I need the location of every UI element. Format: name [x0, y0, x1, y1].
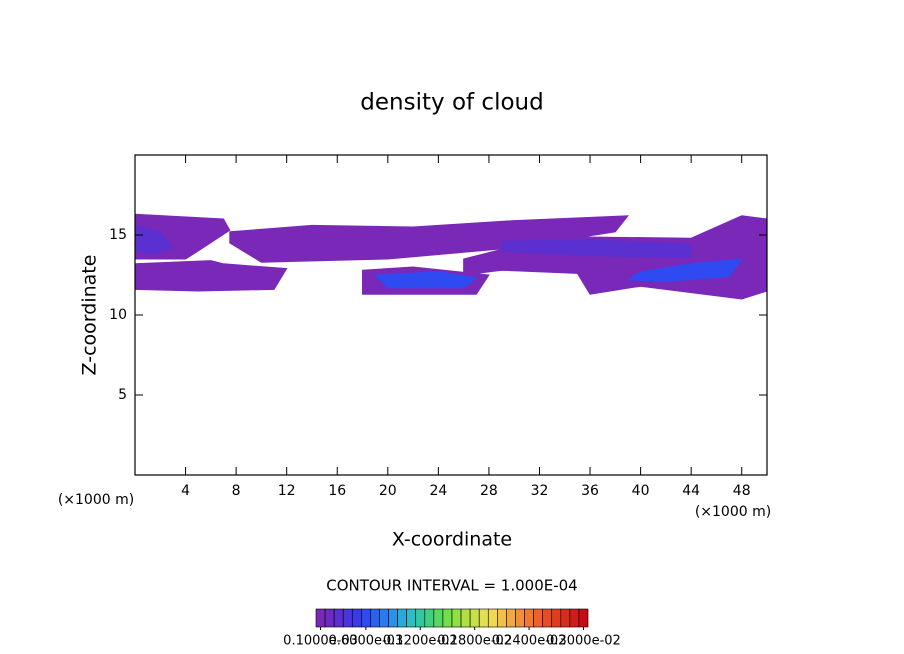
x-tick-label: 28	[480, 483, 498, 499]
colorbar-swatch	[569, 608, 580, 628]
x-tick-label: 24	[429, 483, 447, 499]
contour-interval: CONTOUR INTERVAL = 1.000E-04	[326, 577, 577, 595]
colorbar-swatch	[397, 608, 407, 628]
colorbar-swatch	[506, 608, 516, 628]
colorbar-tick-label: 0.2400e-02	[492, 634, 567, 649]
colorbar-swatch	[324, 608, 335, 628]
colorbar-swatch	[469, 608, 480, 628]
colorbar-swatch	[497, 608, 507, 628]
y-tick-label: 10	[109, 307, 127, 323]
x-tick-label: 48	[733, 483, 751, 499]
colorbar-swatch	[487, 608, 498, 628]
contour-region	[229, 215, 630, 263]
y-tick-label: 5	[118, 387, 127, 403]
colorbar-swatch	[333, 608, 344, 628]
x-unit-label: (×1000 m)	[695, 504, 771, 520]
x-tick-label: 36	[581, 483, 599, 499]
colorbar-swatch	[370, 608, 380, 628]
colorbar-swatch	[551, 608, 562, 628]
x-tick-label: 8	[232, 483, 241, 499]
x-tick-label: 20	[379, 483, 397, 499]
colorbar-swatch	[542, 608, 553, 628]
colorbar-swatch	[379, 608, 389, 628]
colorbar-swatch	[415, 608, 426, 628]
y-axis-label: Z-coordinate	[79, 255, 101, 376]
contour-region	[501, 239, 692, 258]
colorbar-swatch	[515, 608, 525, 628]
colorbar-tick-label: 0.1000e-03	[283, 634, 358, 649]
x-axis-label: X-coordinate	[392, 529, 512, 551]
colorbar-swatch	[578, 608, 589, 628]
colorbar-swatch	[315, 608, 326, 628]
colorbar-tick-label: 0.6000e-03	[329, 634, 404, 649]
contour-region	[374, 271, 478, 289]
colorbar-swatch	[351, 608, 362, 628]
x-tick-label: 44	[682, 483, 700, 499]
colorbar-swatch	[524, 608, 534, 628]
colorbar-swatch	[433, 608, 444, 628]
colorbar-swatch	[451, 608, 462, 628]
x-tick-label: 4	[181, 483, 190, 499]
colorbar-tick-label: 0.1200e-02	[383, 634, 458, 649]
x-tick-label: 40	[632, 483, 650, 499]
colorbar-tick-label: 0.1800e-02	[437, 634, 512, 649]
colorbar-swatch	[560, 608, 571, 628]
contour-region	[626, 258, 743, 282]
colorbar-swatch	[533, 608, 543, 628]
colorbar-swatch	[361, 608, 371, 628]
colorbar-swatch	[406, 608, 417, 628]
x-tick-label: 12	[278, 483, 296, 499]
colorbar-swatch	[442, 608, 453, 628]
colorbar-swatch	[424, 608, 435, 628]
colorbar-swatch	[342, 608, 353, 628]
colorbar-swatch	[478, 608, 489, 628]
colorbar-tick-label: 0.3000e-02	[546, 634, 621, 649]
colorbar-swatch	[460, 608, 471, 628]
x-unit-label: (×1000 m)	[58, 492, 134, 508]
x-tick-label: 16	[328, 483, 346, 499]
x-tick-label: 32	[531, 483, 549, 499]
contour-region	[134, 260, 288, 292]
plot-frame	[134, 154, 768, 476]
chart-title: density of cloud	[360, 90, 543, 116]
colorbar-swatch	[388, 608, 398, 628]
y-tick-label: 15	[109, 227, 127, 243]
